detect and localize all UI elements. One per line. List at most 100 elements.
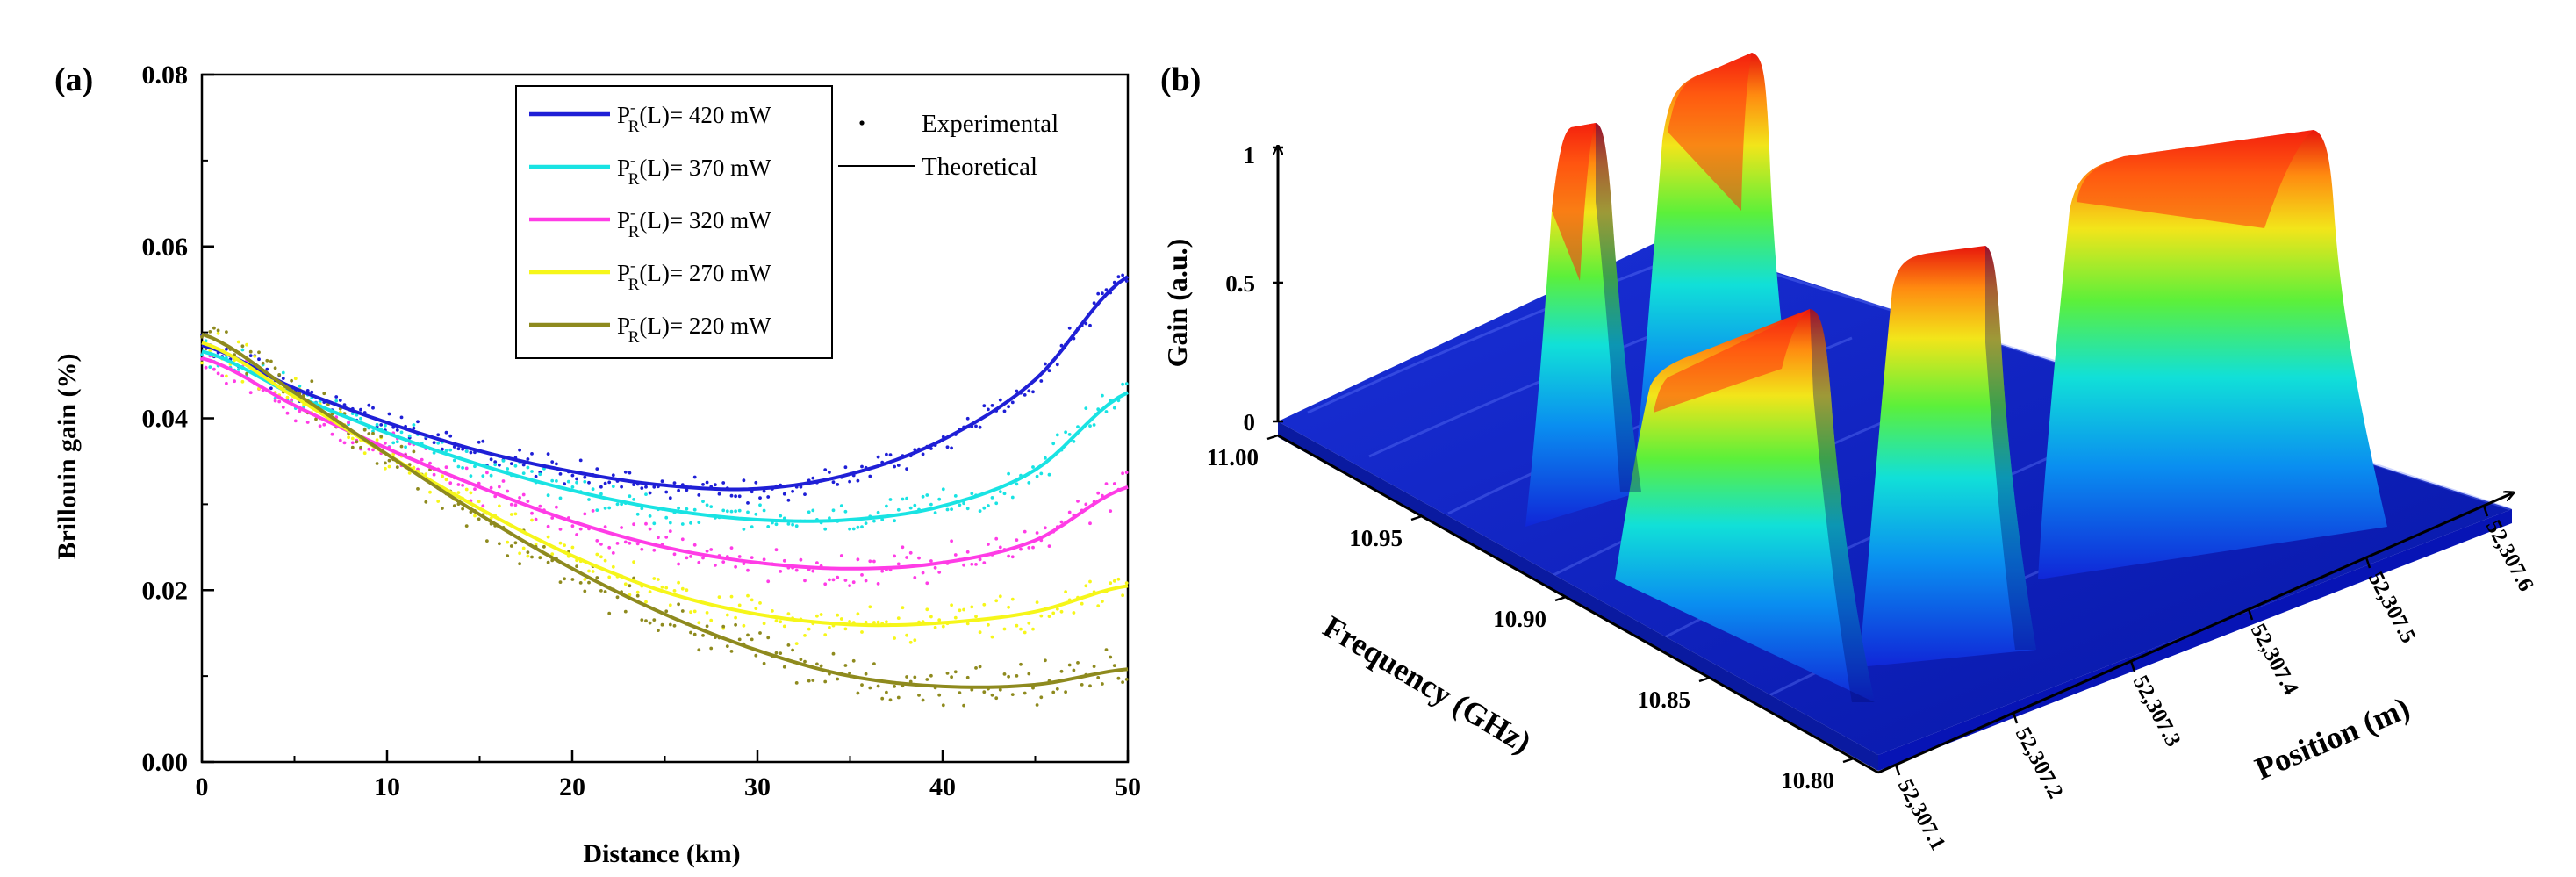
experimental-point <box>668 496 672 500</box>
experimental-point <box>277 399 282 404</box>
experimental-point <box>583 479 587 484</box>
experimental-point <box>1035 531 1039 535</box>
experimental-point <box>1064 690 1067 694</box>
legend-entry-label: P-R(L)= 420 mW <box>617 99 771 136</box>
experimental-point <box>905 556 908 559</box>
legend-entry-label: P-R(L)= 220 mW <box>617 310 771 347</box>
experimental-point <box>1096 491 1101 495</box>
experimental-point <box>1047 615 1051 618</box>
experimental-point <box>1019 547 1023 551</box>
experimental-point <box>1121 273 1124 277</box>
experimental-point <box>868 559 872 564</box>
experimental-point <box>758 601 762 605</box>
experimental-point <box>464 449 469 453</box>
position-axis-line <box>1877 493 2512 774</box>
experimental-point <box>994 501 999 506</box>
experimental-point <box>1112 280 1116 284</box>
experimental-point <box>530 518 534 522</box>
panel-a-x-axis-label: Distance (km) <box>583 839 740 868</box>
experimental-point <box>216 328 220 333</box>
experimental-point <box>513 503 518 507</box>
experimental-point <box>248 391 253 395</box>
experimental-point <box>987 504 990 507</box>
experimental-point <box>395 440 399 444</box>
experimental-point <box>721 481 726 485</box>
experimental-point <box>281 370 285 375</box>
experimental-point <box>896 616 901 620</box>
experimental-point <box>200 361 204 365</box>
experimental-point <box>265 358 269 363</box>
experimental-point <box>933 511 937 514</box>
experimental-point <box>518 551 521 556</box>
experimental-point <box>236 368 240 371</box>
z-tick-label: 0 <box>1244 409 1256 435</box>
experimental-point <box>823 633 828 637</box>
frequency-tick-label: 11.00 <box>1207 444 1259 471</box>
experimental-point <box>987 543 990 546</box>
experimental-point <box>395 465 399 469</box>
experimental-point <box>481 504 485 508</box>
experimental-point <box>489 516 493 521</box>
experimental-point <box>420 457 424 462</box>
experimental-point <box>680 522 685 526</box>
experimental-point <box>607 506 612 510</box>
experimental-point <box>644 485 648 489</box>
experimental-point <box>367 403 371 407</box>
experimental-point <box>677 562 680 566</box>
experimental-point <box>794 568 799 572</box>
experimental-point <box>917 556 921 560</box>
experimental-point <box>371 406 375 410</box>
experimental-point <box>359 407 362 412</box>
experimental-point <box>1072 668 1076 672</box>
experimental-point <box>664 490 669 494</box>
experimental-point <box>338 399 342 402</box>
experimental-point <box>575 564 578 568</box>
experimental-point <box>387 412 391 416</box>
experimental-point <box>432 451 436 455</box>
experimental-point <box>432 441 436 445</box>
panel-a-legend: P-R(L)= 420 mW P-R(L)= 370 mW P-R(L)= 320 … <box>515 85 833 359</box>
experimental-point <box>1019 662 1023 666</box>
experimental-point <box>391 441 396 445</box>
experimental-point <box>701 634 705 637</box>
experimental-point <box>477 481 481 485</box>
experimental-point <box>657 578 660 581</box>
experimental-point <box>253 355 257 358</box>
experimental-point <box>640 618 644 622</box>
experimental-point <box>754 607 758 610</box>
experimental-point <box>905 633 908 637</box>
position-tick <box>2247 608 2254 621</box>
experimental-point <box>632 560 635 564</box>
experimental-point <box>240 344 245 349</box>
experimental-point <box>555 505 558 509</box>
experimental-point <box>444 449 448 453</box>
experimental-point <box>697 621 701 625</box>
experimental-point <box>978 509 982 513</box>
experimental-point <box>998 545 1002 550</box>
experimental-point <box>929 615 933 619</box>
legend-experimental-entry: Experimental <box>859 110 1058 138</box>
experimental-point <box>766 636 771 640</box>
experimental-point <box>342 441 347 445</box>
experimental-point <box>709 618 714 622</box>
experimental-point <box>664 609 669 614</box>
experimental-point <box>269 359 273 363</box>
experimental-point <box>615 502 620 507</box>
experimental-point <box>848 671 851 675</box>
experimental-point <box>1088 684 1092 688</box>
experimental-point <box>436 433 441 437</box>
experimental-point <box>660 585 664 589</box>
experimental-point <box>1064 590 1067 593</box>
experimental-point <box>945 507 950 512</box>
experimental-point <box>452 458 456 463</box>
experimental-point <box>762 508 766 513</box>
experimental-point <box>823 582 828 586</box>
experimental-point <box>803 492 807 496</box>
experimental-point <box>750 598 754 602</box>
position-tick-label: 52,307.3 <box>2128 672 2185 751</box>
experimental-point <box>509 502 513 507</box>
experimental-point <box>578 527 583 531</box>
experimental-point <box>607 611 612 615</box>
experimental-point <box>990 496 994 500</box>
experimental-point <box>1035 703 1039 707</box>
